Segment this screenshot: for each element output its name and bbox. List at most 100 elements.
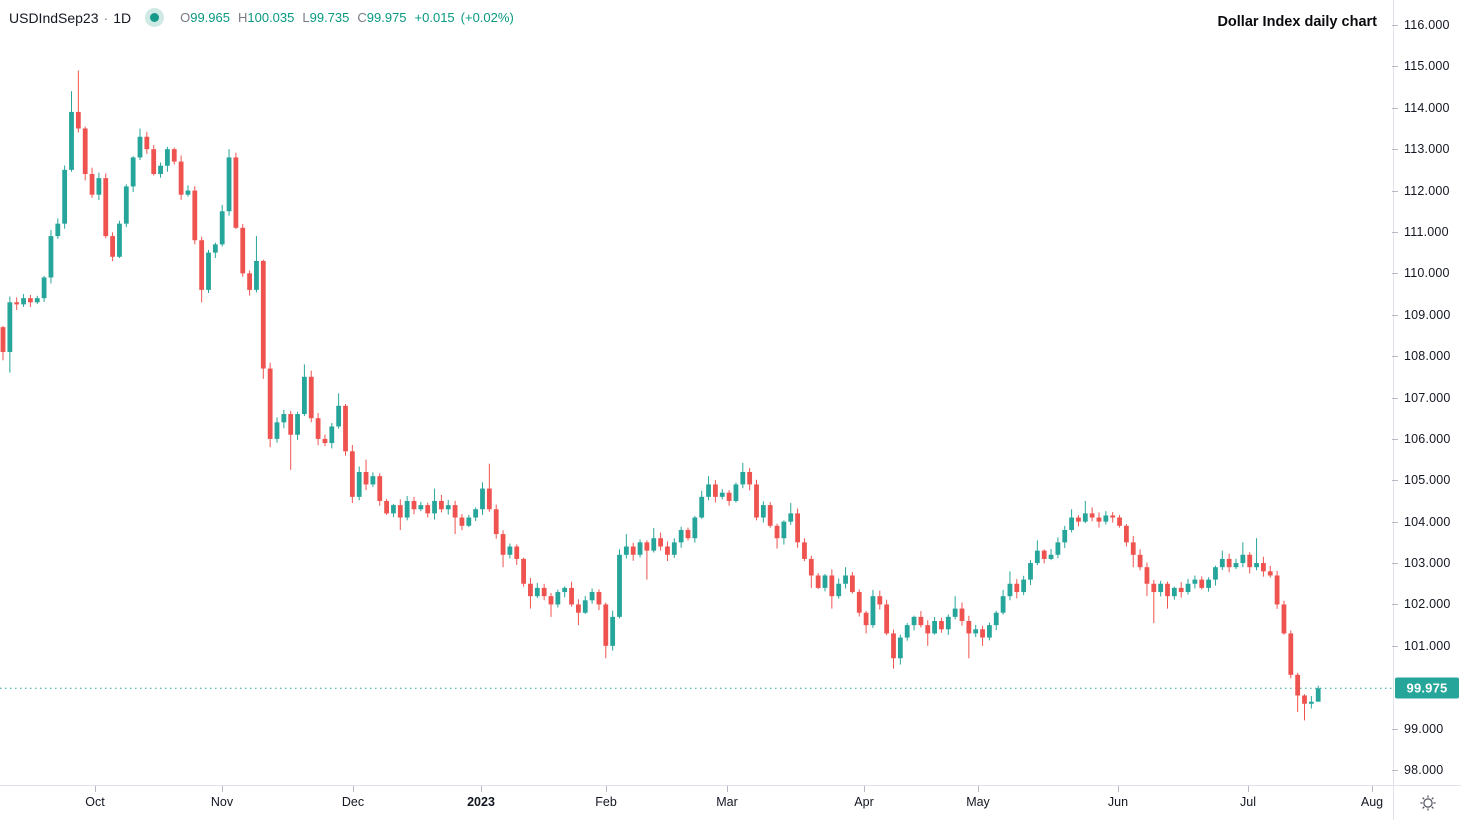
candle	[308, 370, 314, 423]
candle	[1308, 695, 1314, 709]
chart-title: Dollar Index daily chart	[1217, 14, 1377, 30]
candle	[1295, 672, 1301, 713]
price-tick	[1392, 149, 1398, 151]
candle	[192, 186, 198, 245]
time-tick	[222, 786, 223, 792]
candle	[534, 582, 540, 599]
candle	[870, 589, 876, 628]
time-axis-label: Apr	[854, 795, 874, 809]
price-tick	[1392, 397, 1398, 399]
candle	[802, 538, 807, 562]
candle	[993, 610, 999, 631]
candle	[1007, 571, 1013, 601]
time-axis-label: Jun	[1107, 795, 1129, 809]
price-axis-label: 105.000	[1404, 473, 1451, 488]
close-value: 99.975	[366, 10, 407, 25]
series-marker-icon	[145, 8, 165, 27]
price-tick	[1392, 728, 1398, 730]
candle	[343, 403, 348, 456]
candle	[34, 295, 40, 304]
candle	[1041, 549, 1047, 564]
candle	[1000, 589, 1006, 615]
candle	[774, 523, 780, 549]
candle	[576, 599, 581, 626]
price-axis-label: 114.000	[1404, 100, 1450, 115]
candle	[384, 498, 389, 515]
candle	[952, 596, 958, 620]
candle	[178, 155, 184, 200]
candle	[7, 296, 13, 373]
price-axis-label: 103.000	[1404, 556, 1451, 571]
candle	[918, 611, 924, 628]
candle	[1254, 538, 1259, 571]
candle	[760, 501, 766, 523]
time-axis[interactable]: Oct Nov Dec 2023 Feb Mar Apr May Jun Jul Aug	[0, 785, 1461, 821]
price-tick	[1392, 480, 1398, 482]
symbol-name[interactable]: USDIndSep23	[9, 9, 99, 26]
candle	[473, 507, 479, 521]
candle	[137, 128, 143, 160]
candle	[247, 270, 252, 296]
candle	[1185, 578, 1191, 595]
price-axis-label: 108.000	[1404, 349, 1451, 364]
change-percent: (+0.02%)	[460, 10, 514, 25]
price-axis[interactable]: 99.975 116.000 115.000 114.000 113.000 112.0…	[1392, 0, 1461, 785]
candle	[377, 473, 383, 506]
candle	[28, 294, 33, 308]
candle	[432, 488, 437, 520]
candle	[1014, 579, 1020, 599]
candle	[1171, 586, 1177, 600]
candle	[528, 577, 533, 609]
candle	[877, 590, 883, 610]
candle	[1124, 523, 1129, 547]
time-tick	[481, 786, 482, 792]
price-axis-label: 112.000	[1404, 183, 1450, 198]
candle	[418, 501, 424, 512]
candle	[1274, 570, 1280, 609]
high-key: H	[237, 10, 248, 25]
candle	[329, 422, 335, 449]
candle	[288, 410, 294, 470]
time-tick	[727, 786, 728, 792]
candle	[973, 624, 979, 638]
candle	[548, 592, 554, 617]
candle	[630, 542, 636, 561]
price-axis-label: 113.000	[1404, 142, 1450, 157]
candle	[219, 204, 225, 247]
candle	[240, 224, 246, 277]
candle	[55, 218, 61, 239]
candle	[1247, 552, 1253, 574]
interval-label[interactable]: 1D	[113, 9, 132, 26]
candle	[699, 490, 705, 519]
price-axis-label: 98.000	[1404, 763, 1444, 777]
candle	[336, 393, 342, 429]
candle	[678, 526, 684, 548]
candle	[959, 602, 965, 626]
candle	[41, 275, 47, 302]
candle	[110, 232, 115, 262]
chart-settings-button[interactable]	[1417, 792, 1439, 814]
candle	[637, 539, 643, 558]
candle	[1233, 558, 1239, 570]
candle	[1021, 575, 1027, 596]
candlestick-chart[interactable]	[0, 0, 1393, 785]
candle	[822, 573, 828, 592]
legend: USDIndSep23 · 1D O99.965 H100.035 L99.73…	[9, 8, 520, 27]
open-key: O	[180, 10, 191, 25]
candle	[439, 494, 444, 513]
close-key: C	[357, 10, 367, 25]
candle	[829, 569, 835, 609]
candle	[363, 459, 369, 491]
price-axis-label: 109.000	[1404, 307, 1451, 322]
candle	[925, 620, 931, 646]
candle	[281, 409, 287, 429]
candle	[507, 543, 513, 559]
candle	[980, 625, 985, 646]
candle	[891, 629, 896, 669]
candle	[1076, 515, 1081, 527]
candle	[452, 500, 458, 535]
candle	[397, 499, 403, 530]
candle	[939, 617, 944, 633]
price-tick	[1392, 190, 1398, 192]
